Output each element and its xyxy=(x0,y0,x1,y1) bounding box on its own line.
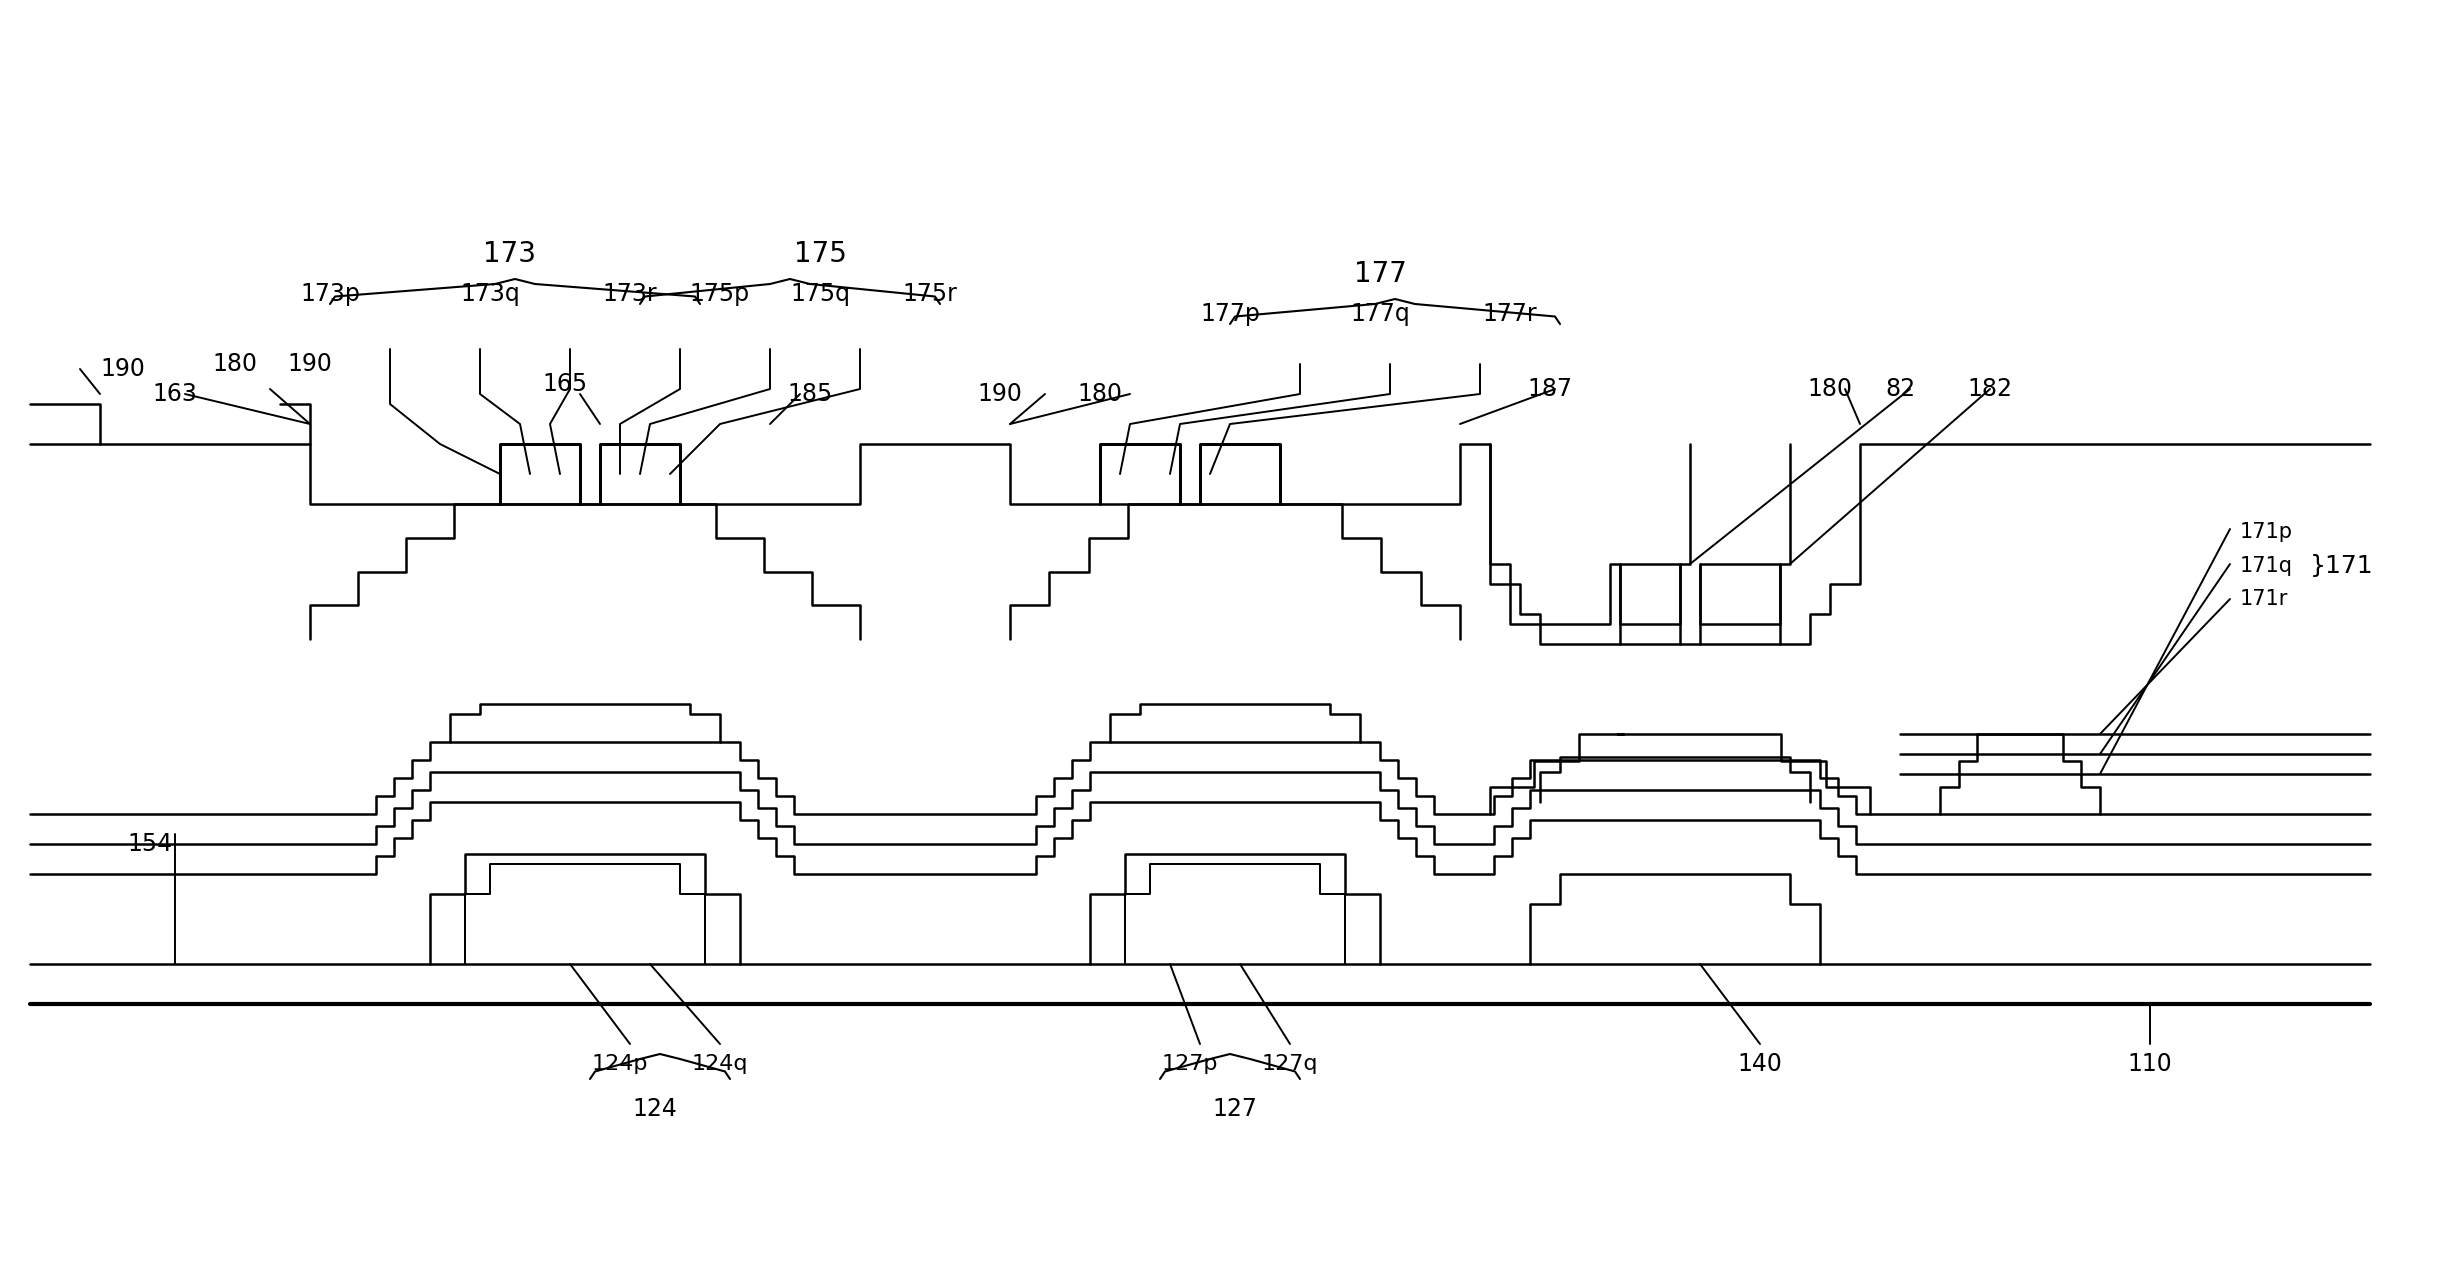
Text: 190: 190 xyxy=(978,382,1022,406)
Text: 127p: 127p xyxy=(1161,1054,1218,1074)
Text: 180: 180 xyxy=(1078,382,1122,406)
Text: 187: 187 xyxy=(1528,377,1572,401)
Text: 124: 124 xyxy=(633,1097,677,1121)
Text: 175r: 175r xyxy=(902,282,958,306)
Text: 185: 185 xyxy=(787,382,834,406)
Text: 175p: 175p xyxy=(689,282,751,306)
Text: 154: 154 xyxy=(127,832,174,856)
Text: 124p: 124p xyxy=(592,1054,648,1074)
Text: 127q: 127q xyxy=(1262,1054,1318,1074)
Text: 165: 165 xyxy=(543,372,587,396)
Text: 173: 173 xyxy=(484,240,535,268)
Text: 175q: 175q xyxy=(790,282,851,306)
Text: 171r: 171r xyxy=(2240,589,2289,609)
Text: 177p: 177p xyxy=(1200,302,1259,326)
Text: 124q: 124q xyxy=(692,1054,748,1074)
Text: 173q: 173q xyxy=(460,282,521,306)
Text: 171p: 171p xyxy=(2240,522,2293,542)
Text: 173p: 173p xyxy=(301,282,359,306)
Text: 177r: 177r xyxy=(1482,302,1538,326)
Text: 163: 163 xyxy=(152,382,198,406)
Text: 177q: 177q xyxy=(1350,302,1411,326)
Text: 110: 110 xyxy=(2127,1052,2171,1076)
Text: }171: }171 xyxy=(2311,554,2374,578)
Text: 190: 190 xyxy=(289,351,333,375)
Text: 175: 175 xyxy=(795,240,846,268)
Text: 177: 177 xyxy=(1355,260,1406,288)
Text: 190: 190 xyxy=(100,356,144,380)
Text: 127: 127 xyxy=(1213,1097,1257,1121)
Text: 171q: 171q xyxy=(2240,556,2293,576)
Text: 82: 82 xyxy=(1885,377,1914,401)
Text: 182: 182 xyxy=(1968,377,2012,401)
Text: 180: 180 xyxy=(1807,377,1853,401)
Text: 173r: 173r xyxy=(601,282,658,306)
Text: 140: 140 xyxy=(1738,1052,1782,1076)
Text: 180: 180 xyxy=(213,351,257,375)
